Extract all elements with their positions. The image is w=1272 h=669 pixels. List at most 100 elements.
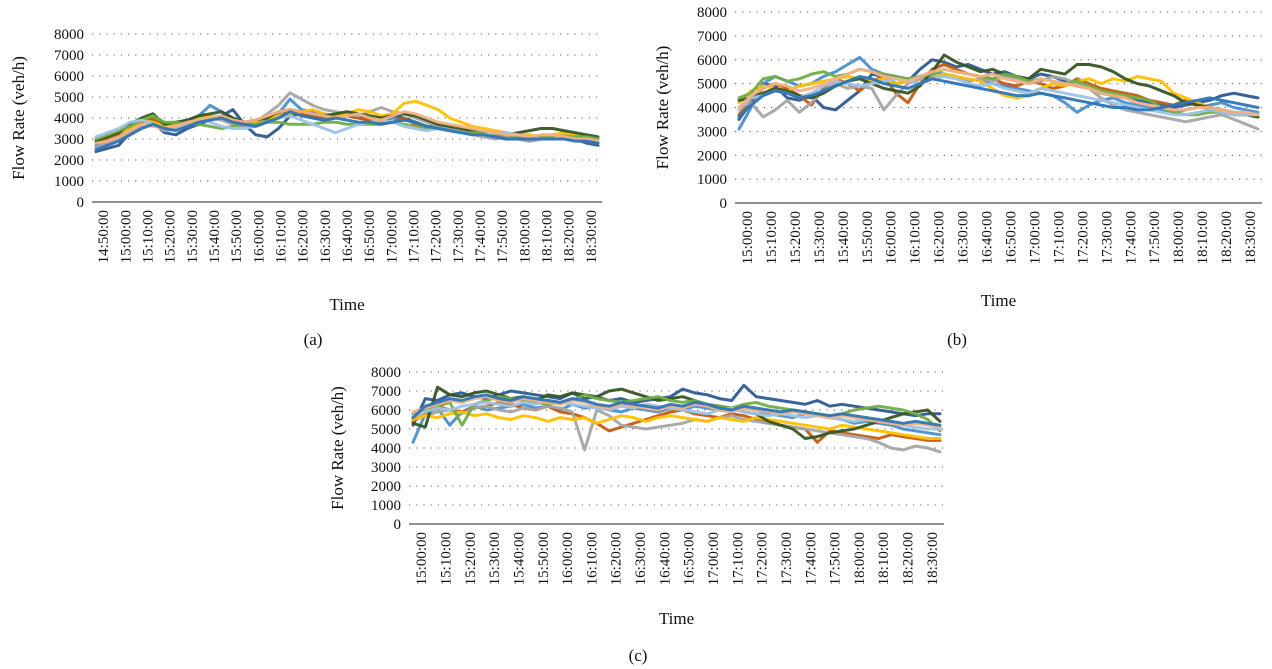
x-tick-label: 17:20:00	[429, 210, 445, 263]
x-tick-label: 16:20:00	[296, 210, 312, 263]
panel-label: (a)	[304, 330, 323, 349]
x-tick-label: 18:10:00	[1195, 211, 1211, 264]
x-tick-label: 15:30:00	[812, 211, 828, 264]
series-line-8	[411, 399, 942, 431]
x-tick-label: 16:10:00	[273, 210, 289, 263]
x-tick-label: 15:40:00	[836, 211, 852, 264]
x-axis-title: Time	[659, 609, 694, 628]
x-tick-label: 18:00:00	[852, 532, 868, 585]
x-tick-label: 15:00:00	[118, 210, 134, 263]
x-tick-label: 15:10:00	[438, 532, 454, 585]
series-line-3	[411, 400, 942, 444]
x-tick-label: 18:30:00	[1243, 211, 1259, 264]
x-tick-label: 15:40:00	[511, 532, 527, 585]
x-tick-label: 18:00:00	[517, 210, 533, 263]
y-tick-label: 5000	[697, 77, 727, 93]
x-tick-label: 16:50:00	[362, 210, 378, 263]
chart-panel-a: 0 1000 2000 3000 4000 5000 6000 7000 8000 14:50:0…	[9, 27, 602, 349]
x-tick-label: 16:30:00	[956, 211, 972, 264]
x-tick-label: 15:10:00	[764, 211, 780, 264]
x-tick-label: 16:10:00	[584, 532, 600, 585]
series-line-7	[411, 393, 942, 433]
series-line-5	[411, 410, 942, 440]
x-tick-label: 16:40:00	[980, 211, 996, 264]
x-tick-label: 18:00:00	[1171, 211, 1187, 264]
y-tick-label: 8000	[54, 27, 84, 43]
x-tick-label: 18:30:00	[584, 210, 600, 263]
x-axis-title: Time	[981, 291, 1016, 310]
x-tick-label: 16:20:00	[932, 211, 948, 264]
x-tick-label: 18:10:00	[540, 210, 556, 263]
y-tick-label: 1000	[697, 172, 727, 188]
y-tick-label: 1000	[54, 174, 84, 190]
x-tick-label: 16:40:00	[340, 210, 356, 263]
series-line-9	[94, 108, 600, 145]
y-tick-label: 2000	[54, 153, 84, 169]
y-tick-label: 8000	[371, 365, 401, 381]
x-tick-label: 16:30:00	[633, 532, 649, 585]
panel-label: (c)	[629, 646, 648, 665]
x-tick-label: 15:00:00	[414, 532, 430, 585]
x-tick-label: 17:00:00	[706, 532, 722, 585]
x-tick-label: 17:00:00	[1027, 211, 1043, 264]
y-tick-label: 6000	[371, 403, 401, 419]
chart-panel-c: 0 1000 2000 3000 4000 5000 6000 7000 8000 15:00:0…	[328, 365, 944, 665]
x-tick-label: 16:10:00	[908, 211, 924, 264]
x-axis-title: Time	[329, 295, 364, 314]
x-tick-label: 17:50:00	[495, 210, 511, 263]
y-tick-label: 4000	[371, 441, 401, 457]
chart-panel-b: 0 1000 2000 3000 4000 5000 6000 7000 8000 15:00:0…	[653, 5, 1262, 349]
x-tick-label: 17:10:00	[407, 210, 423, 263]
y-tick-label: 1000	[371, 498, 401, 514]
x-tick-label: 15:30:00	[487, 532, 503, 585]
y-tick-label: 8000	[697, 5, 727, 21]
y-tick-label: 3000	[697, 124, 727, 140]
series-line-4	[411, 404, 942, 454]
x-tick-label: 17:40:00	[473, 210, 489, 263]
x-tick-label: 15:20:00	[788, 211, 804, 264]
y-tick-label: 0	[77, 195, 85, 211]
x-tick-label: 15:50:00	[229, 210, 245, 263]
x-tick-label: 18:10:00	[876, 532, 892, 585]
y-tick-label: 7000	[54, 48, 84, 64]
x-tick-label: 16:00:00	[251, 210, 267, 263]
x-tick-label: 15:50:00	[536, 532, 552, 585]
series-line-9	[737, 67, 1260, 117]
x-tick-label: 17:20:00	[755, 532, 771, 585]
y-tick-label: 4000	[54, 111, 84, 127]
x-tick-label: 16:20:00	[609, 532, 625, 585]
series-line-10	[411, 393, 942, 427]
y-tick-label: 5000	[54, 90, 84, 106]
x-tick-label: 18:20:00	[901, 532, 917, 585]
series-line-6	[411, 385, 942, 440]
x-tick-label: 16:00:00	[884, 211, 900, 264]
x-tick-label: 17:50:00	[1147, 211, 1163, 264]
y-tick-label: 7000	[697, 29, 727, 45]
x-tick-label: 15:00:00	[740, 211, 756, 264]
panel-label: (b)	[947, 330, 967, 349]
x-tick-label: 17:40:00	[1123, 211, 1139, 264]
x-tick-label: 17:00:00	[384, 210, 400, 263]
x-tick-label: 17:10:00	[1051, 211, 1067, 264]
x-tick-label: 17:30:00	[1099, 211, 1115, 264]
x-tick-label: 16:50:00	[682, 532, 698, 585]
series-line-8	[737, 75, 1260, 117]
x-tick-label: 15:10:00	[140, 210, 156, 263]
x-tick-label: 17:30:00	[779, 532, 795, 585]
y-tick-label: 3000	[54, 132, 84, 148]
x-tick-label: 17:50:00	[828, 532, 844, 585]
y-tick-label: 5000	[371, 422, 401, 438]
series-line-10	[737, 75, 1260, 119]
series-line-6	[737, 53, 1260, 119]
y-tick-label: 7000	[371, 384, 401, 400]
y-tick-label: 6000	[697, 53, 727, 69]
x-tick-label: 15:40:00	[207, 210, 223, 263]
y-tick-label: 2000	[371, 479, 401, 495]
series-line-9	[411, 395, 942, 429]
x-tick-label: 15:50:00	[860, 211, 876, 264]
x-tick-label: 18:20:00	[1219, 211, 1235, 264]
y-tick-label: 0	[394, 517, 402, 533]
x-tick-label: 15:30:00	[185, 210, 201, 263]
y-axis-title: Flow Rate (veh/h)	[328, 386, 347, 510]
